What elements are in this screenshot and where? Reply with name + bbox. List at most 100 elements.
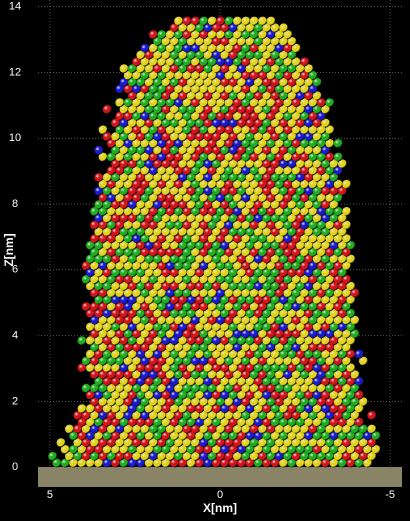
atom [329,309,339,318]
atom [283,451,293,461]
atom [333,275,343,284]
atom [212,309,221,318]
atom [178,336,188,345]
atom [304,336,314,345]
atom [90,424,99,434]
atom [161,77,171,87]
atom [228,186,238,196]
atom [312,349,322,359]
atom [115,383,125,393]
atom [207,424,217,434]
atom [191,152,200,162]
atom [199,166,209,176]
atom [237,200,247,210]
atom [157,343,167,352]
atom [86,404,95,413]
atom [254,281,263,291]
atom [254,417,263,427]
atom [254,349,263,359]
atom [254,77,263,87]
atom [86,281,95,291]
atom [333,288,343,298]
y-tick-label: 2 [12,395,18,407]
atom [191,302,200,311]
atom [329,377,339,386]
atom [321,186,330,196]
atom [291,71,301,80]
atom [237,281,247,291]
atom [283,411,293,420]
atom [132,166,142,176]
atom [207,166,217,176]
atom [178,37,188,46]
atom [287,105,297,114]
atom [220,186,230,196]
atom [312,322,322,332]
atom [107,411,116,420]
atom [249,125,259,135]
atom [111,118,120,128]
atom [199,343,209,352]
atom [321,295,330,305]
atom [317,220,326,230]
atom [266,111,276,121]
atom [291,220,301,230]
atom [207,329,217,339]
atom [321,159,330,169]
atom [199,16,209,26]
atom [228,281,238,291]
atom [258,30,267,39]
atom [279,23,288,33]
atom [191,43,200,53]
atom [153,64,163,73]
atom [170,268,179,277]
atom [304,145,314,155]
atom [342,207,351,216]
atom [317,152,326,162]
atom [296,417,305,427]
atom [195,254,205,264]
atom [153,458,163,468]
atom [262,417,272,427]
atom [270,186,280,196]
atom [161,227,171,237]
atom [165,451,175,461]
atom [346,404,356,413]
atom [233,451,242,461]
atom [304,186,314,196]
atom [220,404,230,413]
atom [178,105,188,114]
atom [220,268,230,277]
atom [283,139,293,148]
x-axis-label: X[nm] [203,501,237,515]
atom [207,139,217,148]
atom [149,275,158,284]
atom [350,288,360,298]
atom [182,207,192,216]
atom [300,288,309,298]
atom [144,50,154,60]
atom [346,458,356,468]
atom [312,281,322,291]
atom [111,241,120,250]
atom [329,254,339,264]
atom [300,261,309,271]
atom [98,193,108,203]
atom [287,309,297,318]
atom [258,84,267,94]
atom [191,179,200,189]
atom [287,417,297,427]
atom [304,281,314,291]
atom [245,213,255,223]
atom [333,166,343,176]
atom [157,383,167,393]
atom [207,397,217,407]
atom [220,118,230,128]
atom [308,193,318,203]
atom [153,37,163,46]
atom [195,227,205,237]
atom [115,424,125,434]
atom [224,288,234,298]
atom [216,397,226,407]
atom [338,186,347,196]
